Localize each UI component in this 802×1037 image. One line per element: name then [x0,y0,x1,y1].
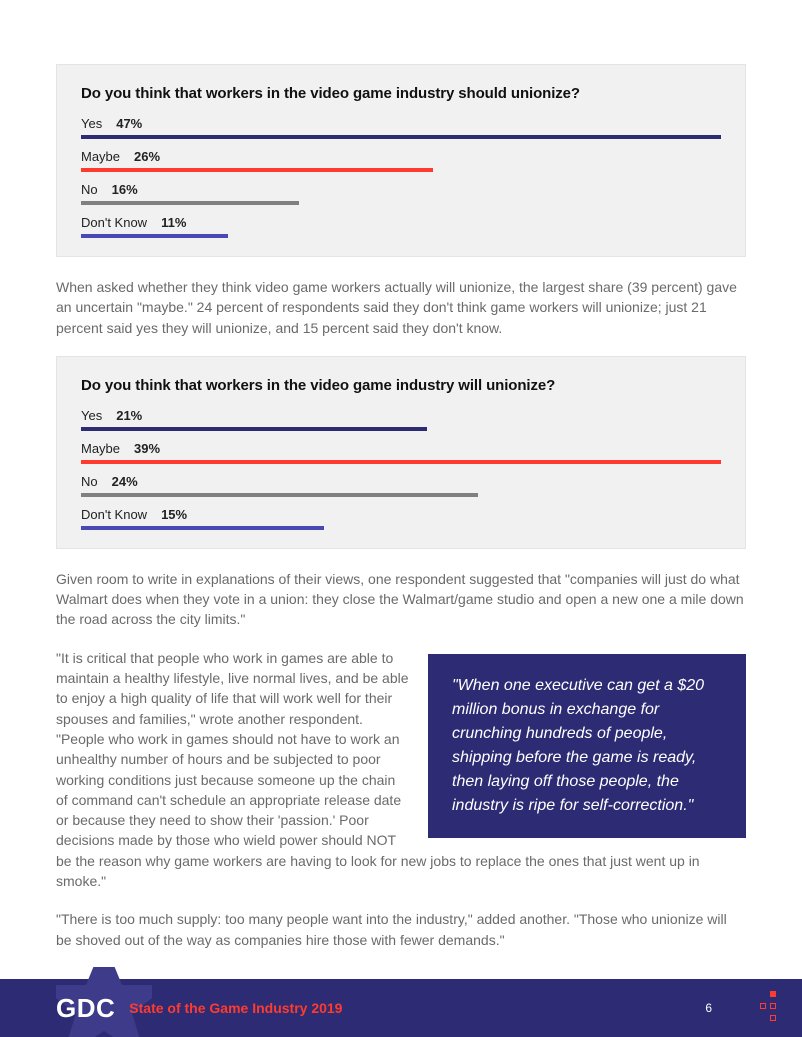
page-content: Do you think that workers in the video g… [0,0,802,968]
bar-track [81,460,721,464]
bar-label-text: Maybe [81,441,120,456]
bar-label-text: Yes [81,116,102,131]
bar-row: Don't Know 15% [81,507,721,530]
bar-pct-text: 21% [116,408,142,423]
bar-pct-text: 15% [161,507,187,522]
bar-track [81,168,721,172]
bar-track [81,234,721,238]
bar-label-text: Don't Know [81,215,147,230]
bar-group: Yes 21% Maybe 39% No 24% Don't Know 15% [81,408,721,530]
bar-track [81,201,721,205]
bar-label: Don't Know 11% [81,215,721,230]
bar-pct-text: 47% [116,116,142,131]
chart-title: Do you think that workers in the video g… [81,377,721,394]
bar-pct-text: 26% [134,149,160,164]
squares-icon [750,991,776,1025]
chart-should-unionize: Do you think that workers in the video g… [56,64,746,257]
bar-fill [81,493,478,497]
bar-track [81,427,721,431]
bar-fill [81,201,299,205]
pull-quote: "When one executive can get a $20 millio… [428,654,746,838]
bar-label-text: Maybe [81,149,120,164]
bar-group: Yes 47% Maybe 26% No 16% Don't Know 11% [81,116,721,238]
page-number: 6 [705,1001,712,1015]
bar-pct-text: 16% [112,182,138,197]
bar-label: Yes 47% [81,116,721,131]
footer-left: GDC State of the Game Industry 2019 [56,993,342,1024]
bar-row: Don't Know 11% [81,215,721,238]
bar-row: No 16% [81,182,721,205]
bar-label: Yes 21% [81,408,721,423]
bar-label: No 24% [81,474,721,489]
bar-fill [81,168,433,172]
bar-row: Yes 47% [81,116,721,139]
paragraph: When asked whether they think video game… [56,277,746,338]
bar-row: Maybe 39% [81,441,721,464]
bar-label-text: Don't Know [81,507,147,522]
bar-label-text: Yes [81,408,102,423]
bar-label-text: No [81,182,98,197]
text-with-pullquote: "When one executive can get a $20 millio… [56,648,746,968]
bar-row: No 24% [81,474,721,497]
bar-label-text: No [81,474,98,489]
bar-label: Don't Know 15% [81,507,721,522]
footer-title: State of the Game Industry 2019 [129,1000,342,1016]
bar-label: Maybe 39% [81,441,721,456]
bar-fill [81,427,427,431]
bar-track [81,135,721,139]
bar-label: No 16% [81,182,721,197]
gdc-logo: GDC [56,993,115,1024]
page-footer: GDC State of the Game Industry 2019 6 [0,979,802,1037]
bar-pct-text: 11% [161,215,186,230]
bar-track [81,526,721,530]
bar-fill [81,234,228,238]
chart-will-unionize: Do you think that workers in the video g… [56,356,746,549]
bar-track [81,493,721,497]
chart-title: Do you think that workers in the video g… [81,85,721,102]
bar-pct-text: 24% [112,474,138,489]
bar-fill [81,135,721,139]
bar-row: Maybe 26% [81,149,721,172]
bar-fill [81,526,324,530]
bar-fill [81,460,721,464]
bar-row: Yes 21% [81,408,721,431]
paragraph: "There is too much supply: too many peop… [56,909,746,950]
bar-pct-text: 39% [134,441,160,456]
bar-label: Maybe 26% [81,149,721,164]
paragraph: Given room to write in explanations of t… [56,569,746,630]
